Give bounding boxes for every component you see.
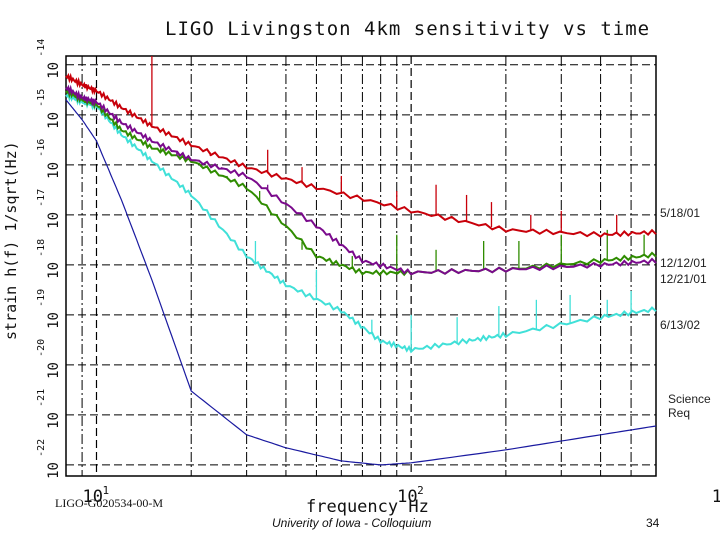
y-tick-mantissa: 10 xyxy=(46,312,62,329)
y-tick-label: 10-22 xyxy=(36,439,62,479)
series-line-2 xyxy=(65,84,657,276)
legend-label-0518: 5/18/01 xyxy=(660,206,701,220)
legend-label-science: Science xyxy=(668,392,711,406)
y-tick-exponent: -18 xyxy=(36,239,47,257)
x-tick-mantissa: 10 xyxy=(712,487,720,507)
y-tick-label: 10-19 xyxy=(36,289,62,329)
y-tick-exponent: -17 xyxy=(36,189,47,207)
document-id: LIGO-G020534-00-M xyxy=(55,496,163,510)
x-tick-mantissa: 10 xyxy=(82,487,102,507)
series-line-0 xyxy=(65,72,657,238)
y-tick-mantissa: 10 xyxy=(46,412,62,429)
y-tick-mantissa: 10 xyxy=(46,262,62,279)
series-line-4 xyxy=(65,99,657,466)
legend-label-1221: 12/21/01 xyxy=(660,272,707,286)
y-axis-label: strain h(f) 1/sqrt(Hz) xyxy=(2,141,22,350)
y-axis-label-text: strain h(f) 1/sqrt(Hz) xyxy=(2,141,20,340)
y-tick-label: 10-20 xyxy=(36,339,62,379)
y-tick-mantissa: 10 xyxy=(46,112,62,129)
y-tick-exponent: -19 xyxy=(36,289,47,307)
y-tick-exponent: -22 xyxy=(36,439,47,457)
chart-title: LIGO Livingston 4km sensitivity vs time xyxy=(165,18,651,40)
legend-label-0613: 6/13/02 xyxy=(660,318,701,332)
y-tick-exponent: -14 xyxy=(36,39,47,57)
y-tick-exponent: -16 xyxy=(36,139,47,157)
y-tick-exponent: -15 xyxy=(36,89,47,107)
x-tick-mantissa: 10 xyxy=(397,487,417,507)
y-tick-label: 10-17 xyxy=(36,189,62,229)
legend-label-1212: 12/12/01 xyxy=(660,256,707,270)
y-tick-label: 10-18 xyxy=(36,239,62,279)
y-tick-mantissa: 10 xyxy=(46,212,62,229)
y-tick-label: 10-14 xyxy=(36,39,62,79)
y-tick-label: 10-21 xyxy=(36,389,62,429)
y-tick-mantissa: 10 xyxy=(46,362,62,379)
y-tick-label: 10-15 xyxy=(36,89,62,129)
page-number: 34 xyxy=(646,516,660,530)
y-tick-label: 10-16 xyxy=(36,139,62,179)
x-tick-exponent: 2 xyxy=(417,484,424,497)
y-tick-exponent: -21 xyxy=(36,389,47,407)
y-tick-mantissa: 10 xyxy=(46,162,62,179)
y-tick-mantissa: 10 xyxy=(46,462,62,479)
y-tick-mantissa: 10 xyxy=(46,62,62,79)
y-tick-exponent: -20 xyxy=(36,339,47,357)
x-tick-exponent: 1 xyxy=(102,484,109,497)
x-axis-label: frequency Hz xyxy=(306,497,429,517)
legend-label-req: Req xyxy=(668,406,691,420)
footer-venue: Univerity of Iowa - Colloquium xyxy=(272,516,432,530)
